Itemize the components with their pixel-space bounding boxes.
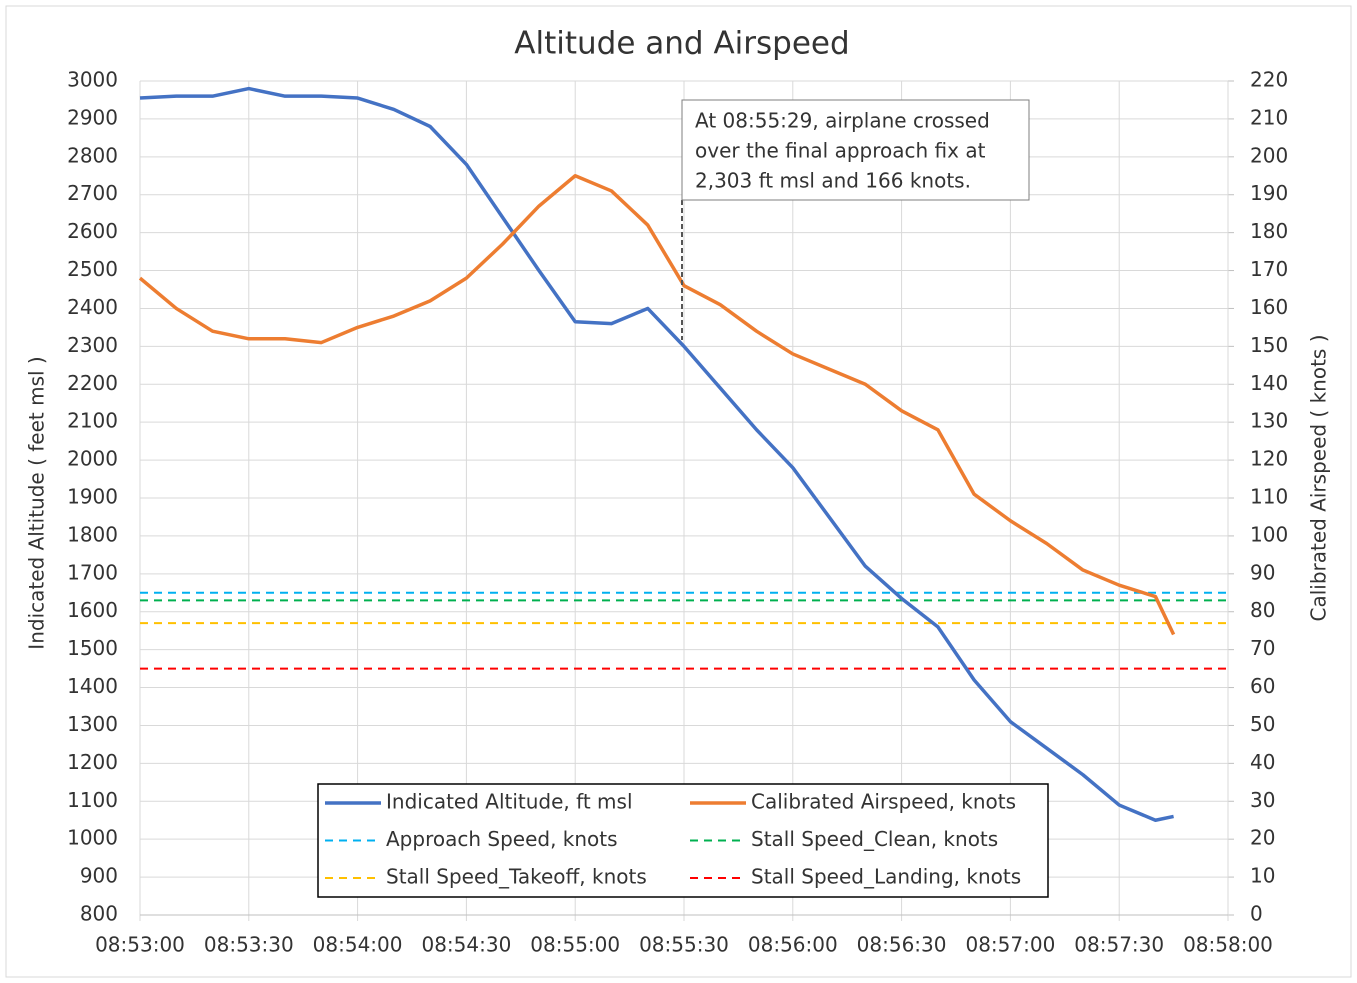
x-tick-label: 08:53:30 — [204, 933, 294, 957]
x-tick-label: 08:57:00 — [965, 933, 1055, 957]
y2-tick-label: 190 — [1250, 181, 1288, 205]
y2-tick-label: 210 — [1250, 105, 1288, 129]
y2-tick-label: 70 — [1250, 636, 1275, 660]
y-tick-label: 2800 — [67, 143, 118, 167]
annotation-text: 2,303 ft msl and 166 knots. — [695, 169, 971, 193]
y2-tick-label: 150 — [1250, 333, 1288, 357]
y2-tick-label: 140 — [1250, 371, 1288, 395]
x-tick-label: 08:54:30 — [421, 933, 511, 957]
x-tick-label: 08:54:00 — [313, 933, 403, 957]
y-tick-label: 3000 — [67, 68, 118, 92]
y-tick-label: 1500 — [67, 636, 118, 660]
y2-tick-label: 160 — [1250, 295, 1288, 319]
y-tick-label: 1900 — [67, 485, 118, 509]
y2-tick-label: 90 — [1250, 560, 1275, 584]
y-tick-label: 2000 — [67, 447, 118, 471]
y2-tick-label: 110 — [1250, 485, 1288, 509]
legend-label: Approach Speed, knots — [386, 827, 618, 851]
y2-tick-label: 100 — [1250, 522, 1288, 546]
x-tick-label: 08:58:00 — [1183, 933, 1273, 957]
y2-tick-label: 20 — [1250, 826, 1275, 850]
y2-tick-label: 220 — [1250, 68, 1288, 92]
x-tick-label: 08:56:30 — [857, 933, 947, 957]
legend-label: Stall Speed_Clean, knots — [751, 827, 998, 851]
y2-tick-label: 40 — [1250, 750, 1275, 774]
x-tick-label: 08:53:00 — [95, 933, 185, 957]
y2-tick-label: 0 — [1250, 902, 1263, 926]
y2-tick-label: 170 — [1250, 257, 1288, 281]
x-tick-label: 08:56:00 — [748, 933, 838, 957]
y2-tick-label: 180 — [1250, 219, 1288, 243]
y-axis-label: Indicated Altitude ( feet msl ) — [25, 356, 49, 649]
y2-tick-label: 10 — [1250, 864, 1275, 888]
y-tick-label: 1300 — [67, 712, 118, 736]
y-tick-label: 2100 — [67, 409, 118, 433]
annotation-text: over the final approach fix at — [695, 139, 986, 163]
y-tick-label: 2500 — [67, 257, 118, 281]
x-tick-label: 08:57:30 — [1074, 933, 1164, 957]
legend-box — [317, 783, 1049, 898]
y-tick-label: 2700 — [67, 181, 118, 205]
y2-tick-label: 200 — [1250, 143, 1288, 167]
y2-tick-label: 120 — [1250, 447, 1288, 471]
y-tick-label: 2200 — [67, 371, 118, 395]
annotation-text: At 08:55:29, airplane crossed — [695, 109, 990, 133]
data-line — [138, 174, 1176, 636]
y-tick-label: 1800 — [67, 522, 118, 546]
y2-axis-label: Calibrated Airspeed ( knots ) — [1307, 334, 1331, 621]
x-tick-label: 08:55:00 — [530, 933, 620, 957]
y2-tick-label: 60 — [1250, 674, 1275, 698]
y-tick-label: 1100 — [67, 788, 118, 812]
y-tick-label: 1200 — [67, 750, 118, 774]
y-tick-label: 1000 — [67, 826, 118, 850]
x-tick-label: 08:55:30 — [639, 933, 729, 957]
annotation-box — [681, 99, 1030, 201]
y2-tick-label: 130 — [1250, 409, 1288, 433]
y-tick-label: 1600 — [67, 598, 118, 622]
data-line — [139, 86, 1174, 822]
chart-title: Altitude and Airspeed — [514, 26, 849, 62]
legend-label: Indicated Altitude, ft msl — [386, 790, 633, 814]
y-tick-label: 1400 — [67, 674, 118, 698]
y-tick-label: 900 — [80, 864, 118, 888]
y2-tick-label: 50 — [1250, 712, 1275, 736]
legend-label: Stall Speed_Takeoff, knots — [386, 865, 647, 889]
y2-tick-label: 30 — [1250, 788, 1275, 812]
y-tick-label: 1700 — [67, 560, 118, 584]
y2-tick-label: 80 — [1250, 598, 1275, 622]
y-tick-label: 2400 — [67, 295, 118, 319]
y-tick-label: 2300 — [67, 333, 118, 357]
legend-label: Calibrated Airspeed, knots — [751, 790, 1016, 814]
y-tick-label: 2900 — [67, 105, 118, 129]
legend-label: Stall Speed_Landing, knots — [751, 865, 1021, 889]
y-tick-label: 2600 — [67, 219, 118, 243]
y-tick-label: 800 — [80, 902, 118, 926]
